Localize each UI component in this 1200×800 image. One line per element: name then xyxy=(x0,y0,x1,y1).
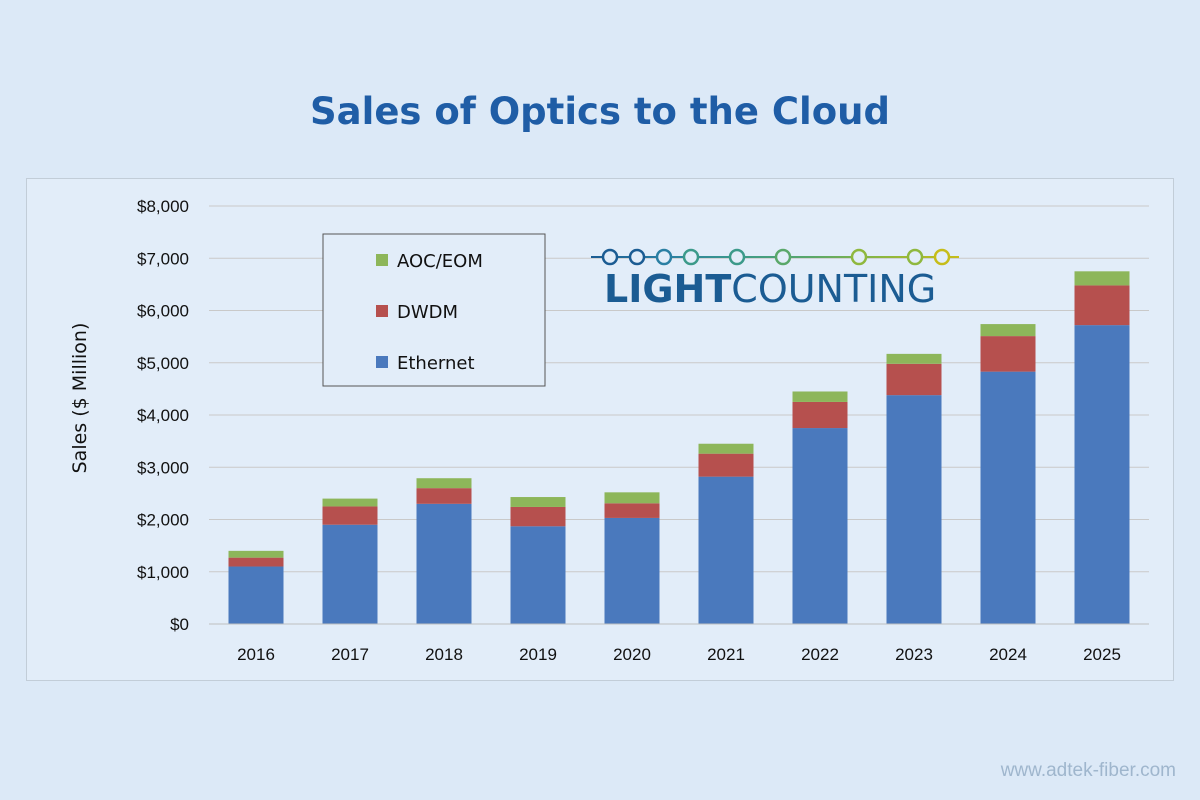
y-axis-ticks: $0 $1,000 $2,000 $3,000 $4,000 $5,000 $6,000 $7… xyxy=(137,197,189,634)
bar-ethernet-2017 xyxy=(322,524,378,624)
logo-text-bold: LIGHT xyxy=(604,267,731,311)
bar-ethernet-2019 xyxy=(510,526,566,624)
bar-ethernet-2021 xyxy=(698,476,754,624)
logo-circle xyxy=(850,248,868,266)
bar-dwdm-2016 xyxy=(228,557,284,567)
x-tick-label: 2020 xyxy=(613,645,651,664)
logo-circle xyxy=(933,248,951,266)
y-tick-label: $0 xyxy=(170,615,189,634)
lightcounting-logo: LIGHTCOUNTING xyxy=(591,248,959,311)
x-tick-label: 2024 xyxy=(989,645,1027,664)
legend-swatch-aoc-eom xyxy=(376,254,388,266)
legend-swatch-dwdm xyxy=(376,305,388,317)
y-tick-label: $7,000 xyxy=(137,249,189,268)
legend-label: AOC/EOM xyxy=(397,251,483,272)
logo-circle xyxy=(601,248,619,266)
legend-label: Ethernet xyxy=(397,353,475,374)
bar-aoc-eom-2021 xyxy=(698,443,754,454)
x-axis-ticks: 2016 2017 2018 2019 2020 2021 2022 2023 2024 2025 xyxy=(237,645,1121,664)
bar-aoc-eom-2020 xyxy=(604,492,660,504)
bar-dwdm-2019 xyxy=(510,506,566,527)
x-tick-label: 2017 xyxy=(331,645,369,664)
bar-aoc-eom-2023 xyxy=(886,353,942,364)
logo-circle xyxy=(774,248,792,266)
watermark: www.adtek-fiber.com xyxy=(1000,760,1176,781)
bar-ethernet-2020 xyxy=(604,517,660,624)
bar-ethernet-2016 xyxy=(228,566,284,624)
x-tick-label: 2021 xyxy=(707,645,745,664)
stacked-bar-chart: $0 $1,000 $2,000 $3,000 $4,000 $5,000 $6,000 $7… xyxy=(69,197,1149,664)
bar-ethernet-2018 xyxy=(416,503,472,624)
bar-ethernet-2025 xyxy=(1074,325,1130,624)
legend-box xyxy=(322,233,546,387)
page-title: Sales of Optics to the Cloud xyxy=(310,90,890,133)
bar-aoc-eom-2017 xyxy=(322,498,378,507)
x-tick-label: 2022 xyxy=(801,645,839,664)
x-tick-label: 2023 xyxy=(895,645,933,664)
legend-label: DWDM xyxy=(397,302,458,323)
bar-dwdm-2020 xyxy=(604,503,660,518)
x-tick-label: 2016 xyxy=(237,645,275,664)
logo-text: LIGHTCOUNTING xyxy=(604,267,936,311)
bar-dwdm-2017 xyxy=(322,506,378,525)
bar-dwdm-2024 xyxy=(980,336,1036,372)
bar-dwdm-2018 xyxy=(416,488,472,504)
y-tick-label: $8,000 xyxy=(137,197,189,216)
logo-circle xyxy=(655,248,673,266)
bar-aoc-eom-2025 xyxy=(1074,271,1130,286)
y-tick-label: $6,000 xyxy=(137,302,189,321)
bar-aoc-eom-2016 xyxy=(228,550,284,558)
logo-circle xyxy=(906,248,924,266)
y-tick-label: $4,000 xyxy=(137,406,189,425)
bar-ethernet-2023 xyxy=(886,395,942,624)
bar-aoc-eom-2024 xyxy=(980,324,1036,337)
bar-ethernet-2022 xyxy=(792,428,848,624)
bar-aoc-eom-2022 xyxy=(792,391,848,402)
logo-text-regular: COUNTING xyxy=(731,267,936,311)
y-tick-label: $1,000 xyxy=(137,563,189,582)
x-tick-label: 2018 xyxy=(425,645,463,664)
y-tick-label: $5,000 xyxy=(137,354,189,373)
logo-circle xyxy=(728,248,746,266)
bar-aoc-eom-2018 xyxy=(416,478,472,489)
logo-circle xyxy=(628,248,646,266)
bar-dwdm-2023 xyxy=(886,363,942,396)
bar-ethernet-2024 xyxy=(980,371,1036,624)
legend-swatch-ethernet xyxy=(376,356,388,368)
bar-dwdm-2021 xyxy=(698,453,754,477)
y-tick-label: $3,000 xyxy=(137,458,189,477)
y-axis-label: Sales ($ Million) xyxy=(69,323,91,474)
x-tick-label: 2019 xyxy=(519,645,557,664)
logo-circle xyxy=(682,248,700,266)
legend: AOC/EOM DWDM Ethernet xyxy=(322,233,546,387)
bar-aoc-eom-2019 xyxy=(510,497,566,507)
bar-dwdm-2025 xyxy=(1074,285,1130,326)
bars xyxy=(228,271,1130,624)
y-tick-label: $2,000 xyxy=(137,511,189,530)
x-tick-label: 2025 xyxy=(1083,645,1121,664)
bar-dwdm-2022 xyxy=(792,401,848,429)
chart-panel: $0 $1,000 $2,000 $3,000 $4,000 $5,000 $6,000 $7… xyxy=(26,178,1174,681)
